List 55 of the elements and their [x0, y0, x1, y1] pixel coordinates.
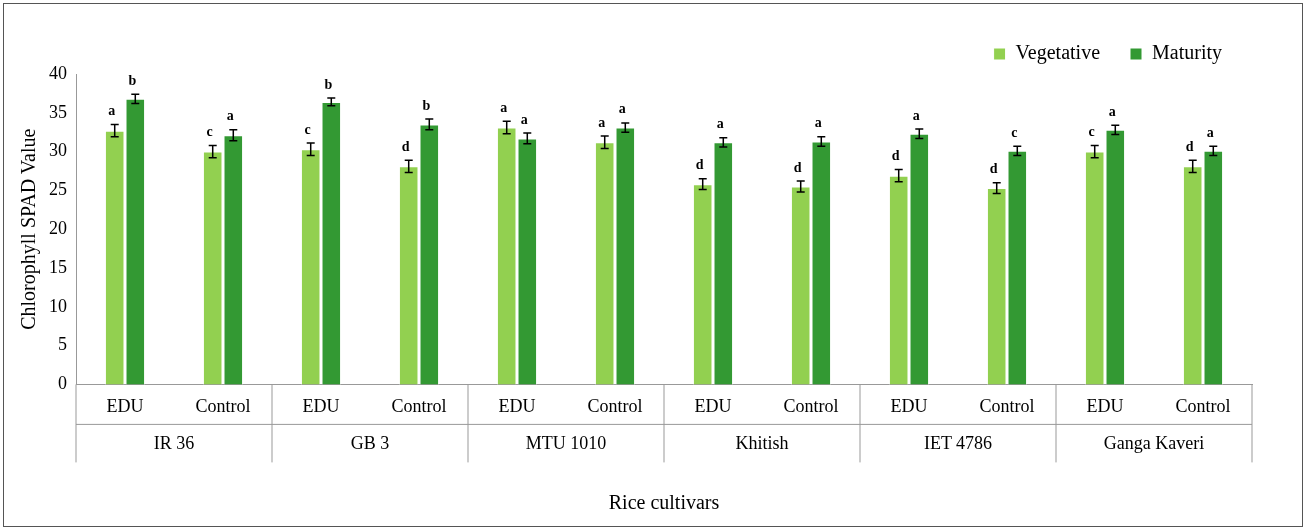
y-tick-label: 5: [58, 334, 67, 355]
y-tick-label: 30: [49, 140, 67, 161]
y-tick-label: 40: [49, 62, 67, 83]
x-tick-label: Control: [195, 395, 251, 416]
text: IR 36: [153, 433, 195, 454]
legend-label: Maturity: [1152, 41, 1223, 65]
data-label: c: [206, 124, 213, 139]
x-tick-label: Control: [783, 395, 839, 416]
data-label: d: [989, 161, 998, 177]
data-label: a: [108, 103, 116, 119]
x-tick-label: EDU: [302, 395, 340, 416]
y-tick-label: 25: [49, 179, 67, 200]
data-label: d: [1185, 138, 1194, 154]
x-tick-label: Control: [391, 395, 447, 416]
data-label: a: [1108, 103, 1116, 119]
data-label: c: [1011, 124, 1018, 140]
x-tick-label: EDU: [890, 395, 928, 416]
y-tick-label: 10: [49, 295, 67, 316]
y-tick-label: 0: [58, 373, 67, 394]
data-label: b: [128, 72, 137, 88]
text: GB 3: [350, 433, 390, 454]
data-label: d: [793, 159, 802, 175]
data-label: a: [598, 114, 606, 130]
text: Ganga Kaveri: [1103, 433, 1205, 454]
y-axis-title: Chlorophyll SPAD Value: [17, 128, 41, 330]
x-tick-label: EDU: [1086, 395, 1124, 416]
x-tick-label: Control: [1175, 395, 1231, 416]
x-tick-label: Control: [979, 395, 1035, 416]
data-label: d: [695, 157, 704, 173]
y-tick-label: 35: [49, 101, 67, 122]
x-tick-label: Control: [587, 395, 643, 416]
x-tick-label: EDU: [106, 395, 144, 416]
y-tick-label: 20: [49, 217, 67, 238]
data-label: c: [304, 121, 311, 137]
data-label: b: [422, 97, 431, 113]
legend-label: Vegetative: [1015, 41, 1101, 65]
text: Khitish: [735, 433, 789, 454]
x-tick-label: EDU: [498, 395, 536, 416]
data-label: d: [401, 138, 410, 154]
data-label: a: [912, 107, 920, 123]
data-label: a: [500, 99, 508, 115]
data-label: a: [520, 111, 528, 127]
y-tick-label: 15: [49, 256, 67, 277]
data-label: a: [1206, 124, 1214, 140]
data-label: a: [814, 115, 822, 131]
text: MTU 1010: [525, 433, 607, 454]
data-label: a: [226, 108, 234, 124]
x-axis-title: Rice cultivars: [608, 491, 720, 514]
data-label: a: [618, 101, 626, 117]
data-label: c: [1088, 124, 1095, 139]
data-label: d: [891, 148, 900, 164]
text: IET 4786: [923, 433, 993, 454]
data-label: a: [716, 116, 724, 132]
x-tick-label: EDU: [694, 395, 732, 416]
data-label: b: [324, 76, 333, 92]
